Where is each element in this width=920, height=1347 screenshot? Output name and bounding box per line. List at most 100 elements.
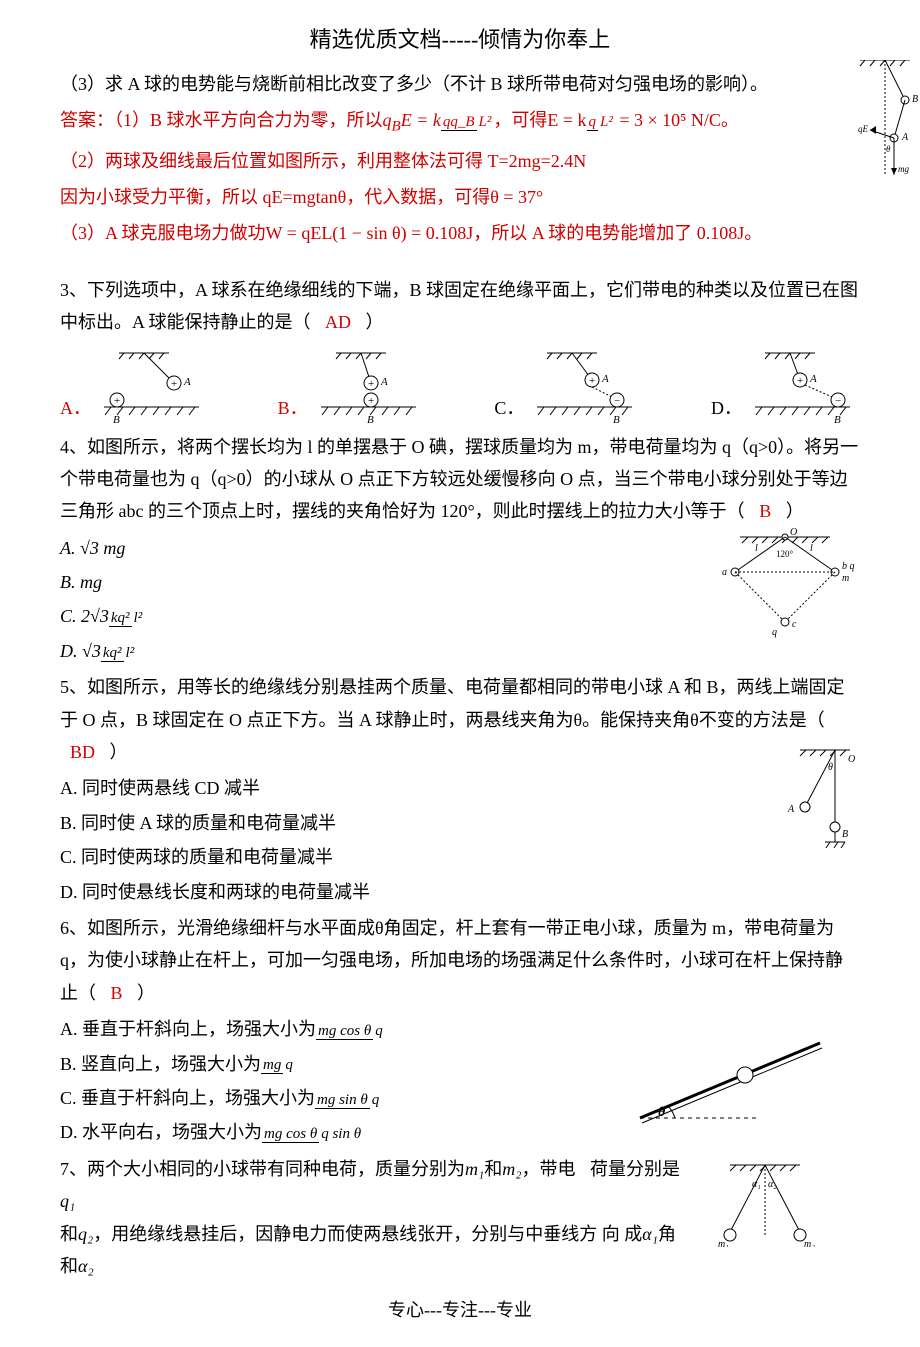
q6C-den: q [370,1092,382,1108]
svg-text:O: O [790,527,797,538]
svg-text:B: B [113,414,120,425]
q7-q2: q₂ [78,1224,93,1244]
q6A-pre: A. 垂直于杆斜向上，场强大小为 [60,1019,316,1039]
svg-text:B: B [842,829,848,840]
answer-2b: 因为小球受力平衡，所以 qE=mgtanθ，代入数据，可得θ = 37° [60,181,860,213]
q3-label-D: D． [711,392,742,424]
q-part3: （3）求 A 球的电势能与烧断前相比改变了多少（不计 B 球所带电荷对匀强电场的… [60,68,860,100]
figure-q5: O θ A B [780,742,860,852]
q6C-num: mg sin θ [315,1092,370,1109]
svg-text:a: a [722,567,727,578]
q5-opt-A: A. 同时使两悬线 CD 减半 [60,772,860,804]
q7-and1: 和 [484,1159,502,1179]
ans1-E: E = k [401,110,441,130]
q4-text: 4、如图所示，将两个摆长均为 l 的单摆悬于 O 碘，摆球质量均为 m，带电荷量… [60,431,860,528]
figure-q7: α₁ α₂ m₁ m₂ [700,1157,830,1247]
q4-answer: B [749,501,781,521]
q7-a2: α₂ [78,1256,94,1276]
q4C-num: kq² [109,610,132,627]
q6D-pre: D. 水平向右，场强大小为 [60,1122,262,1142]
ans1-f1d: L² [477,114,494,130]
q3-label-C: C． [494,392,524,424]
q5-text: 5、如图所示，用等长的绝缘线分别悬挂两个质量、电荷量都相同的带电小球 A 和 B… [60,671,860,768]
q7-b: ，带电 [522,1159,576,1179]
q3-option-B: B． + A + B [278,345,426,425]
q3-figures-row: A． + A + B B． + A [60,345,860,425]
q7-m2: m₂ [502,1159,521,1179]
q3-label-B: B． [278,392,308,424]
q7-m1: m₁ [465,1159,484,1179]
q4D-num: kq² [101,645,124,662]
svg-text:120°: 120° [776,549,794,559]
q6A-den: q [373,1023,385,1039]
svg-text:c: c [792,619,797,630]
q4C-den: l² [132,610,145,626]
ans1-q: q [383,110,392,130]
svg-text:l: l [755,543,758,554]
q3-close: ） [366,312,384,332]
svg-text:B: B [613,414,620,425]
q6D-num: mg cos θ [262,1126,319,1143]
q5-opt-B: B. 同时使 A 球的质量和电荷量减半 [60,807,860,839]
svg-text:m: m [842,573,849,584]
q6D-den: q sin θ [319,1126,363,1142]
svg-text:θ: θ [658,1105,666,1120]
svg-text:−: − [614,395,620,407]
q7-f: 向 成 [602,1224,643,1244]
svg-text:B: B [367,414,374,425]
q6C-pre: C. 垂直于杆斜向上，场强大小为 [60,1088,315,1108]
svg-text:α₂: α₂ [768,1179,777,1190]
answer-1: 答案：（1）B 球水平方向合力为零，所以qBE = kqq_BL²，可得E = … [60,104,860,141]
page-header: 精选优质文档-----倾情为你奉上 [60,20,860,60]
q3-option-D: D． + A − B [711,345,860,425]
q6A-num: mg cos θ [316,1023,373,1040]
q4D-den: l² [124,645,137,661]
svg-text:A: A [601,373,609,385]
ans1-f1n: qq_B [441,114,477,131]
q3-svg-B: + A + B [316,345,426,425]
q3-svg-C: + A − B [532,345,642,425]
figure-q4: O l l 120° a b q m q c [700,527,860,647]
ans1-f2d: L² [598,114,615,130]
q6B-den: q [283,1057,295,1073]
q6B-pre: B. 竖直向上，场强大小为 [60,1054,261,1074]
svg-text:b q: b q [842,561,855,572]
svg-text:θ: θ [886,144,891,154]
svg-text:−: − [835,395,841,407]
q6B-num: mg [261,1057,283,1074]
q6-stem: 6、如图所示，光滑绝缘细杆与水平面成θ角固定，杆上套有一带正电小球，质量为 m，… [60,918,843,1003]
q6-answer: B [101,983,133,1003]
svg-text:+: + [797,375,803,387]
ans1-mid: ，可得E = k [493,110,586,130]
q3-svg-A: + A + B [99,345,209,425]
svg-text:+: + [114,395,120,407]
svg-text:B: B [834,414,841,425]
q4C-pre: C. 2√3 [60,606,109,626]
svg-text:A: A [901,132,909,143]
q7-q1: q₁ [60,1191,75,1211]
svg-text:+: + [589,375,595,387]
q6-close: ） [137,983,155,1003]
q3-option-C: C． + A − B [494,345,642,425]
svg-text:A: A [809,373,817,385]
svg-text:m₂: m₂ [804,1239,815,1247]
q4-close: ） [786,501,804,521]
svg-text:θ: θ [828,762,833,773]
svg-text:q: q [772,627,777,638]
svg-text:A: A [787,804,795,815]
q7-e: ，用绝缘线悬挂后，因静电力而使两悬线张开，分别与中垂线方 [93,1224,597,1244]
page-footer: 专心---专注---专业 [60,1294,860,1326]
ans1-eq: = 3 × 10⁵ N/C。 [615,110,739,130]
q3-svg-D: + A − B [750,345,860,425]
q5-answer: BD [60,742,105,762]
svg-text:l: l [810,543,813,554]
figure-q6: θ [620,1018,840,1138]
svg-text:m₁: m₁ [718,1239,729,1247]
svg-text:+: + [368,395,374,407]
q5-stem: 5、如图所示，用等长的绝缘线分别悬挂两个质量、电荷量都相同的带电小球 A 和 B… [60,677,845,729]
answer-3: （3）A 球克服电场力做功W = qEL(1 − sin θ) = 0.108J… [60,217,860,249]
answer-2a: （2）两球及细线最后位置如图所示，利用整体法可得 T=2mg=2.4N [60,145,860,177]
q7-a1: α₁ [642,1224,658,1244]
svg-text:O: O [848,754,855,765]
svg-text:A: A [380,376,388,388]
